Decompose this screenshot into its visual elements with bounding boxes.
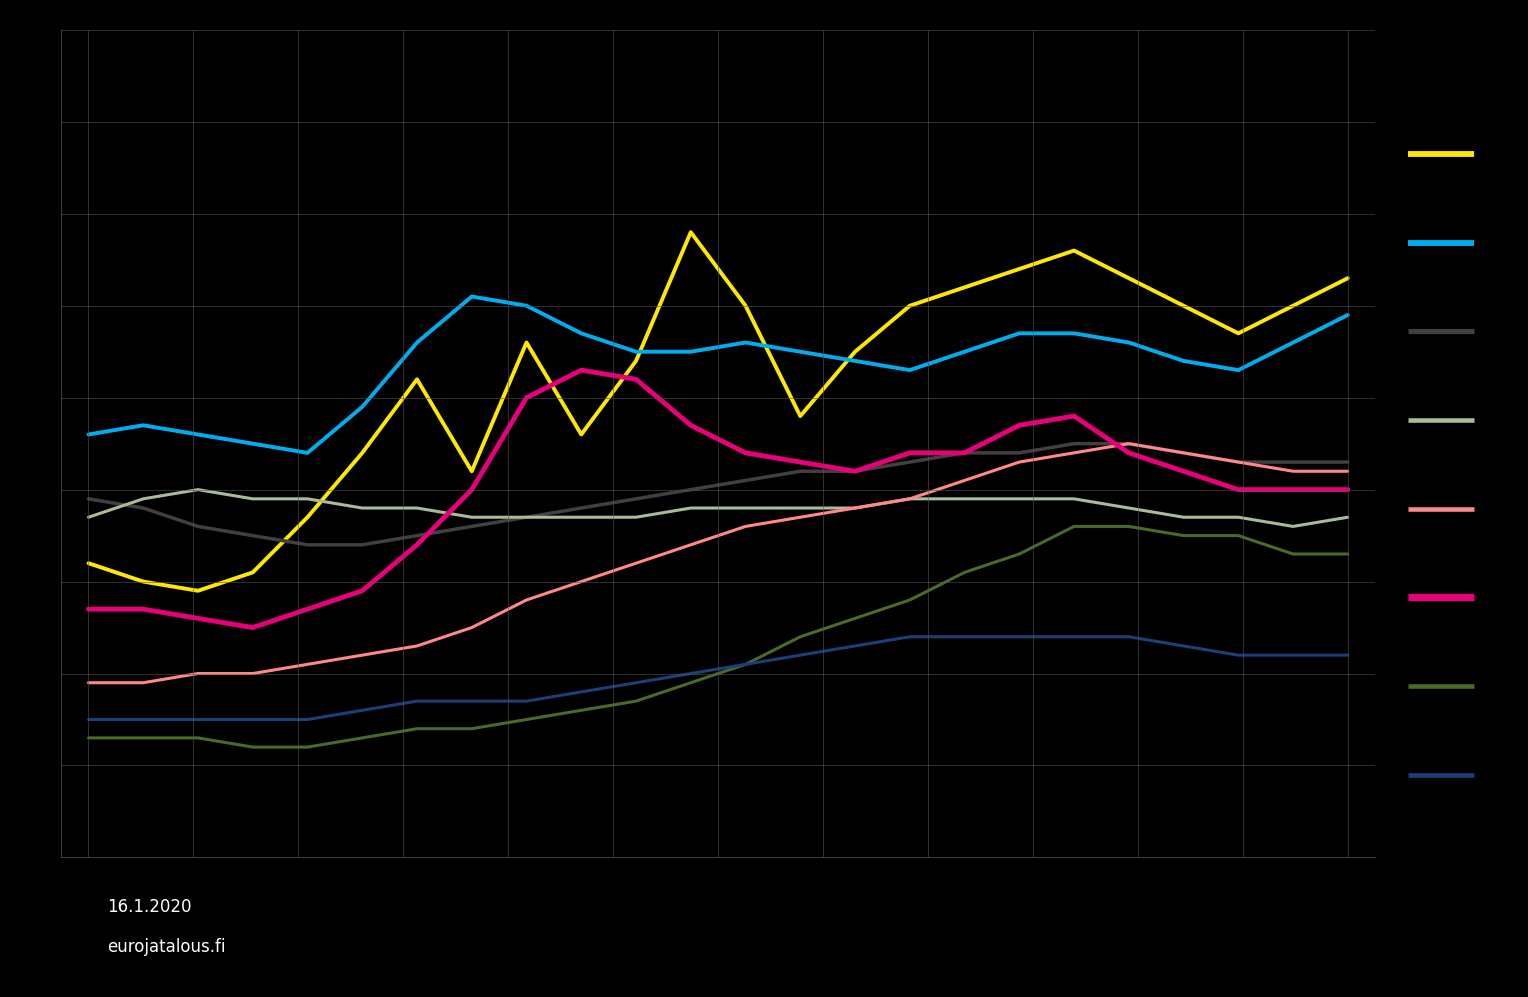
Text: 16.1.2020: 16.1.2020: [107, 898, 191, 916]
Text: eurojatalous.fi: eurojatalous.fi: [107, 938, 226, 956]
